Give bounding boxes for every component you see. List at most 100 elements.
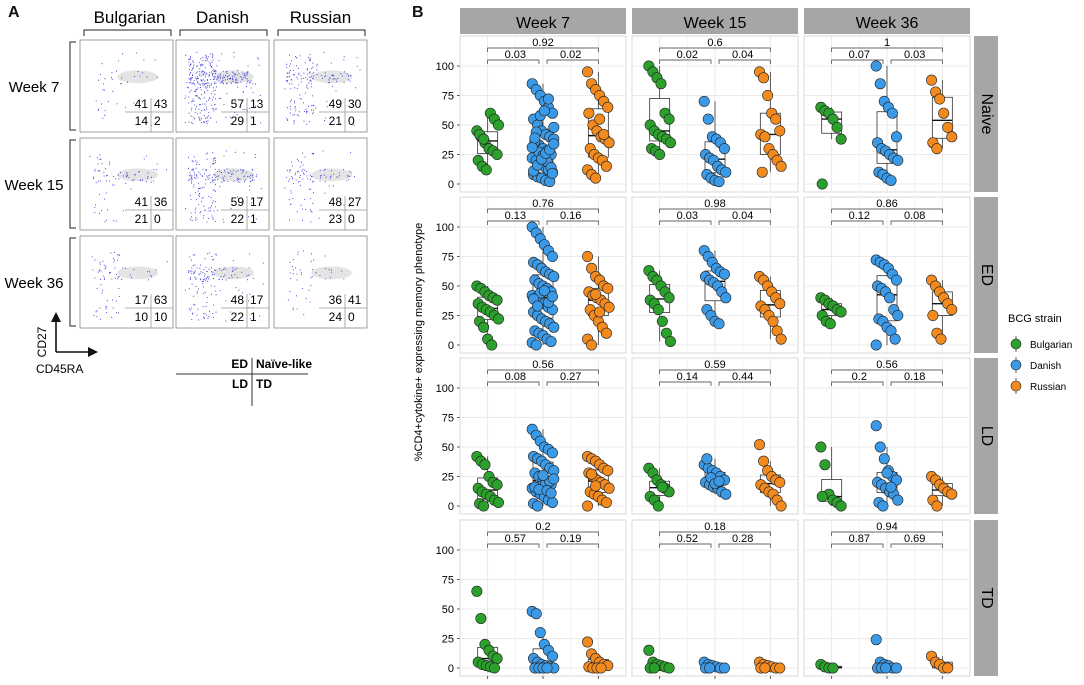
- quadrant-naive-value: 17: [250, 195, 264, 209]
- row-bracket: [69, 41, 76, 131]
- y-tick-label: 25: [442, 472, 454, 484]
- arrow-head-icon: [51, 312, 61, 322]
- comparison-bracket: [659, 369, 771, 374]
- data-point: [942, 121, 954, 133]
- y-tick-label: 25: [442, 150, 454, 162]
- comparison-bracket: [831, 47, 943, 52]
- facet-panel: 0.76 0.13 0.16: [459, 196, 627, 354]
- data-point: [546, 251, 558, 263]
- data-point: [835, 500, 847, 512]
- comparison-bracket: [546, 220, 599, 225]
- comparison-bracket: [890, 381, 943, 386]
- legend-key-dot: [1010, 359, 1022, 371]
- data-point: [548, 138, 560, 150]
- legend-item-label: Bulgarian: [1030, 340, 1072, 351]
- facet-panel: 0.98 0.03 0.04: [631, 196, 799, 354]
- data-point: [827, 662, 839, 674]
- flow-plot: 57 13 29 1: [175, 39, 270, 133]
- facet-row-strip: [974, 197, 998, 353]
- y-tick-label: 100: [436, 222, 454, 234]
- y-tick-label: 0: [448, 501, 454, 513]
- arrow-head-icon: [88, 347, 98, 357]
- key-naive: Naïve-like: [256, 357, 312, 371]
- data-point: [656, 315, 668, 327]
- facet-panel: 1 0.07 0.03: [803, 35, 971, 193]
- data-point: [938, 107, 950, 119]
- quadrant-td-value: 0: [348, 114, 355, 128]
- data-point: [532, 300, 544, 312]
- population-density: [311, 168, 353, 182]
- quadrant-ed-value: 17: [135, 293, 149, 307]
- quadrant-td-value: 0: [348, 212, 355, 226]
- y-tick-label: 50: [442, 281, 454, 293]
- legend-key-dot: [1010, 338, 1022, 350]
- population-density: [117, 70, 159, 84]
- data-point: [583, 107, 595, 119]
- data-point: [546, 291, 558, 303]
- data-point: [889, 333, 901, 345]
- legend-item-label: Danish: [1030, 361, 1061, 372]
- data-point: [655, 78, 667, 90]
- comparison-bracket: [659, 543, 712, 548]
- panel-a-row-header: Week 7: [9, 79, 60, 96]
- p-value-left: 0.03: [505, 49, 526, 61]
- column-bracket: [277, 29, 366, 36]
- data-point: [720, 488, 732, 500]
- data-point: [931, 500, 943, 512]
- comparison-bracket: [831, 369, 943, 374]
- flow-events: [91, 251, 168, 320]
- data-point: [602, 101, 614, 113]
- p-value-overall: 0.56: [876, 359, 897, 371]
- data-point: [946, 488, 958, 500]
- data-point: [884, 292, 896, 304]
- quadrant-td-value: 1: [250, 212, 257, 226]
- p-value-overall: 0.94: [876, 521, 897, 533]
- comparison-bracket: [718, 59, 771, 64]
- quadrant-ed-value: 48: [231, 293, 245, 307]
- data-point: [530, 608, 542, 620]
- p-value-right: 0.69: [904, 533, 925, 545]
- data-point: [890, 662, 902, 674]
- flow-plot-frame: [273, 137, 368, 231]
- data-point: [713, 318, 725, 330]
- data-point: [545, 335, 557, 347]
- quadrant-ld-value: 21: [135, 212, 149, 226]
- data-point: [720, 166, 732, 178]
- facet-row-label: LD: [978, 426, 995, 446]
- data-point: [652, 500, 664, 512]
- data-point: [478, 500, 490, 512]
- data-point: [548, 473, 560, 485]
- data-point: [663, 662, 675, 674]
- data-point: [486, 339, 498, 351]
- quadrant-td-value: 10: [154, 310, 168, 324]
- comparison-bracket: [487, 543, 540, 548]
- key-td: TD: [256, 377, 272, 391]
- p-value-left: 0.2: [852, 371, 867, 383]
- data-point: [698, 95, 710, 107]
- population-density: [311, 70, 353, 84]
- p-value-left: 0.03: [677, 210, 698, 222]
- quadrant-naive-value: 43: [154, 97, 168, 111]
- flow-plot: 36 41 24 0: [273, 235, 368, 329]
- p-value-overall: 0.6: [707, 37, 722, 49]
- facet-panel: 0.56 0.2 0.18: [803, 357, 971, 515]
- quadrant-td-value: 1: [250, 310, 257, 324]
- data-point: [759, 131, 771, 143]
- data-point: [643, 644, 655, 656]
- facet-panel: 0.2 0.57 0.19: [459, 519, 627, 677]
- data-point: [478, 321, 490, 333]
- quadrant-ld-value: 10: [135, 310, 149, 324]
- legend-title: BCG strain: [1008, 313, 1062, 325]
- p-value-right: 0.18: [904, 371, 925, 383]
- data-point: [492, 313, 504, 325]
- data-point: [885, 174, 897, 186]
- p-value-right: 0.19: [560, 533, 581, 545]
- data-point: [874, 441, 886, 453]
- p-value-left: 0.13: [505, 210, 526, 222]
- facet-row-strip: [974, 358, 998, 514]
- data-point: [526, 141, 538, 153]
- data-point: [880, 662, 892, 674]
- data-point: [491, 653, 503, 665]
- p-value-left: 0.87: [849, 533, 870, 545]
- data-point: [892, 154, 904, 166]
